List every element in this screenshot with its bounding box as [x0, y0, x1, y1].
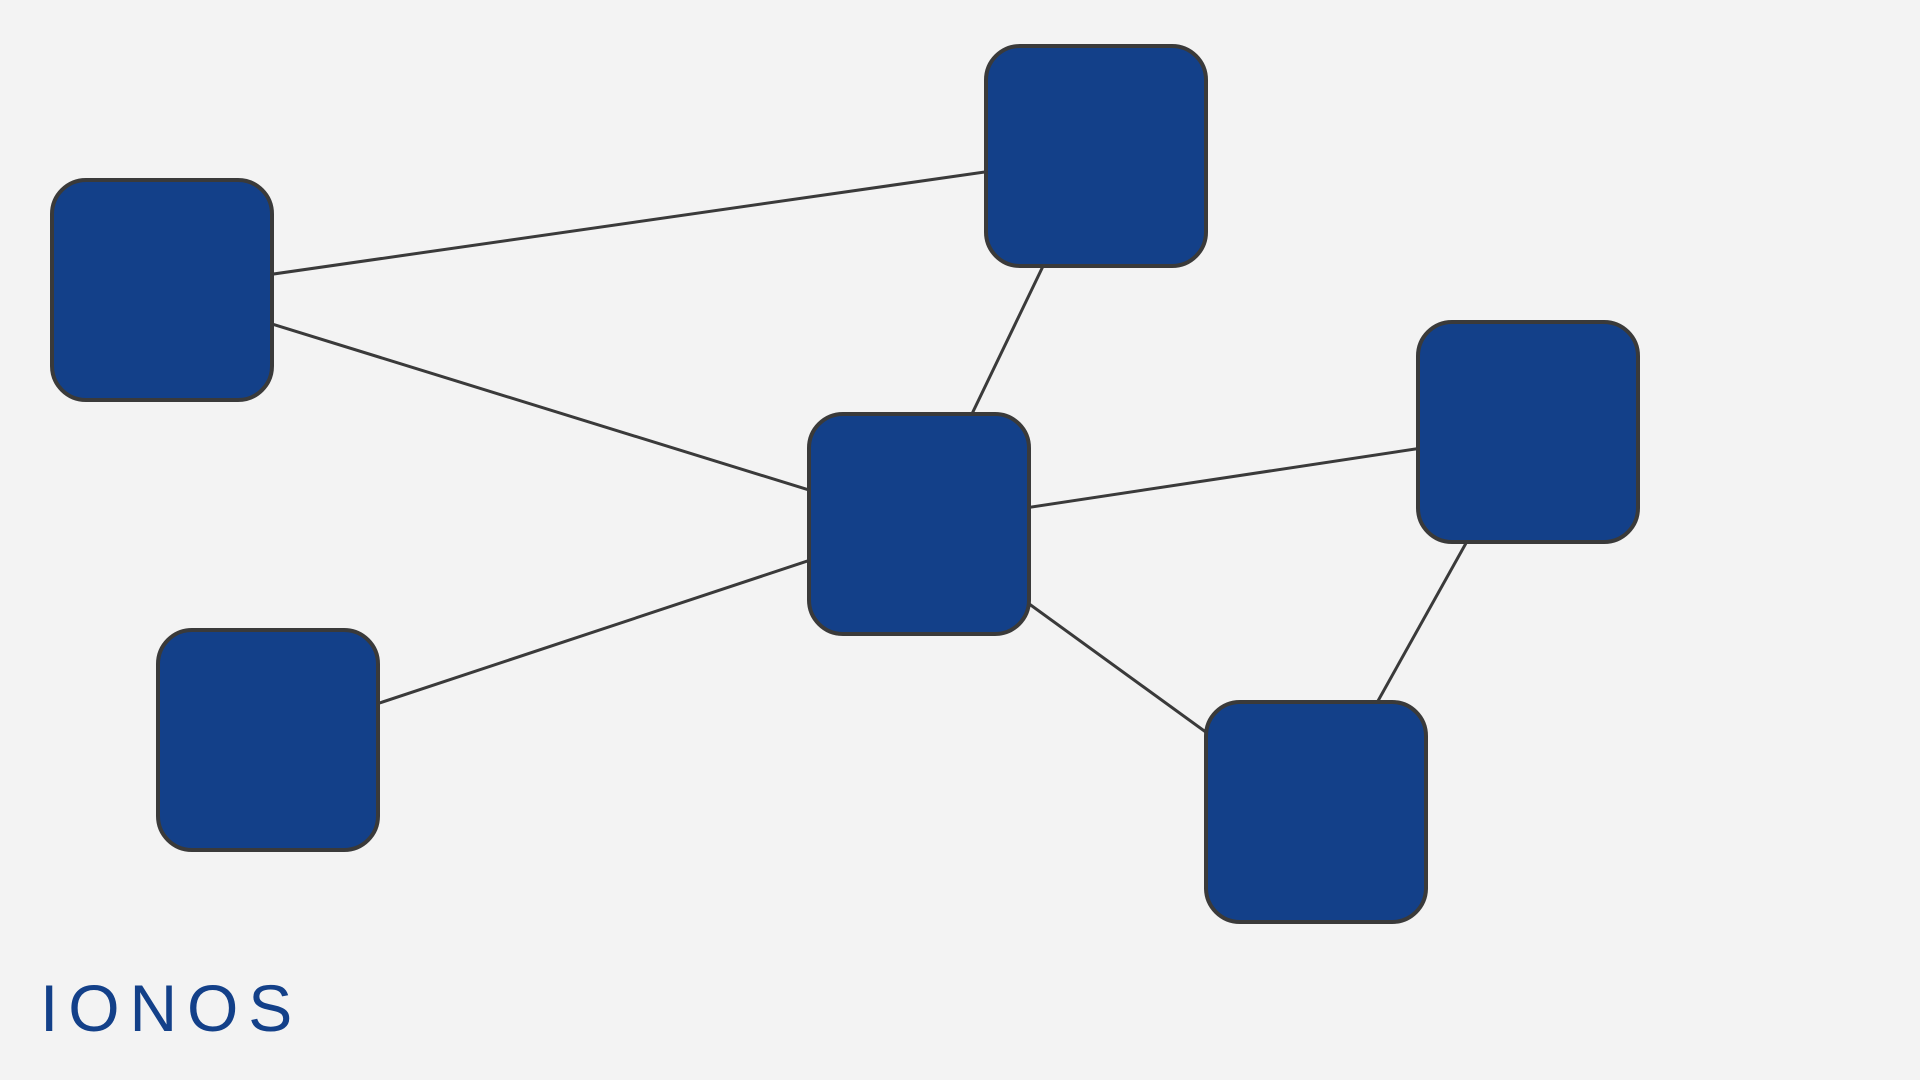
node — [809, 414, 1029, 634]
node — [158, 630, 378, 850]
node — [52, 180, 272, 400]
node — [1418, 322, 1638, 542]
brand-logo: IONOS — [40, 970, 302, 1046]
network-diagram — [0, 0, 1920, 1080]
node — [1206, 702, 1426, 922]
node — [986, 46, 1206, 266]
